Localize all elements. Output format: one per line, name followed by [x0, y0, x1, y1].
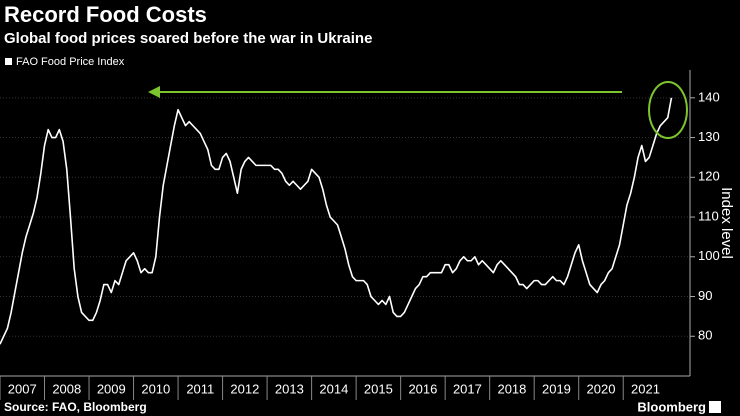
- legend-label: FAO Food Price Index: [16, 56, 125, 68]
- x-tick-label: 2018: [497, 381, 526, 396]
- y-tick-label: 80: [698, 328, 712, 343]
- brand: Bloomberg: [637, 399, 706, 414]
- y-tick-label: 120: [698, 169, 720, 184]
- legend-swatch: [5, 58, 12, 65]
- annotation-circle: [648, 81, 688, 139]
- x-tick-label: 2016: [408, 381, 437, 396]
- y-tick-label: 130: [698, 129, 720, 144]
- brand-icon: [709, 401, 721, 413]
- y-axis-label: Index level: [718, 187, 735, 259]
- y-tick-label: 110: [698, 208, 719, 223]
- x-tick-label: 2014: [319, 381, 348, 396]
- y-tick-label: 100: [698, 248, 720, 263]
- x-tick-label: 2009: [97, 381, 126, 396]
- x-tick-label: 2011: [186, 381, 214, 396]
- chart-title: Record Food Costs: [4, 2, 207, 27]
- x-tick-label: 2020: [587, 381, 616, 396]
- chart-subtitle: Global food prices soared before the war…: [4, 30, 372, 47]
- series-line: [0, 97, 673, 345]
- x-tick-label: 2007: [8, 381, 37, 396]
- x-tick-label: 2021: [631, 381, 660, 396]
- annotation-arrowhead: [148, 86, 160, 98]
- x-tick-label: 2013: [275, 381, 304, 396]
- x-tick-label: 2012: [230, 381, 259, 396]
- y-tick-label: 140: [698, 89, 720, 104]
- source: Source: FAO, Bloomberg: [4, 400, 147, 414]
- x-tick-label: 2010: [141, 381, 170, 396]
- x-tick-label: 2017: [453, 381, 482, 396]
- y-tick-label: 90: [698, 288, 712, 303]
- x-tick-label: 2015: [364, 381, 393, 396]
- x-tick-label: 2008: [52, 381, 81, 396]
- x-tick-label: 2019: [542, 381, 571, 396]
